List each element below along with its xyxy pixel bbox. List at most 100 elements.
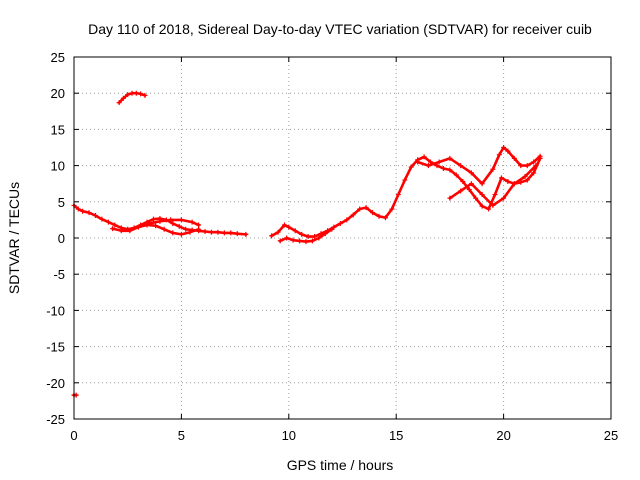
- data-point: [99, 216, 105, 222]
- data-point: [80, 208, 86, 214]
- data-point: [370, 210, 376, 216]
- data-point: [479, 203, 485, 209]
- data-point: [176, 223, 182, 229]
- x-tick-label: 5: [178, 428, 185, 443]
- data-point: [531, 159, 537, 165]
- data-point: [496, 152, 502, 158]
- data-point: [292, 228, 298, 234]
- x-tick-label: 0: [70, 428, 77, 443]
- data-point: [153, 223, 159, 229]
- data-point: [460, 179, 466, 185]
- data-point: [501, 195, 507, 201]
- series-layer: [71, 90, 543, 398]
- y-tick-label: -10: [46, 303, 65, 318]
- grid-layer: [74, 57, 611, 419]
- data-point: [415, 159, 421, 165]
- data-point: [357, 206, 363, 212]
- data-point: [196, 226, 202, 232]
- data-point: [129, 90, 135, 96]
- plot-frame: [73, 56, 612, 420]
- data-point: [138, 91, 144, 97]
- data-point: [505, 148, 511, 154]
- data-point: [228, 230, 234, 236]
- data-point: [322, 231, 328, 237]
- series-segment-c-upper: [416, 146, 542, 185]
- data-point: [447, 155, 453, 161]
- data-point: [142, 92, 148, 98]
- y-tick-label: 5: [58, 195, 65, 210]
- data-point: [286, 224, 292, 230]
- data-point: [479, 181, 485, 187]
- x-tick-label: 15: [389, 428, 403, 443]
- data-point: [421, 154, 427, 160]
- data-point: [275, 229, 281, 235]
- data-point: [453, 172, 459, 178]
- data-point: [309, 238, 315, 244]
- y-tick-label: 10: [51, 159, 65, 174]
- data-point: [479, 192, 485, 198]
- data-point: [466, 186, 472, 192]
- x-tick-label: 25: [604, 428, 618, 443]
- data-point: [135, 224, 141, 230]
- y-tick-label: -20: [46, 376, 65, 391]
- y-tick-label: -15: [46, 340, 65, 355]
- data-point: [337, 221, 343, 227]
- data-point: [110, 226, 116, 232]
- data-point: [458, 188, 464, 194]
- data-point: [524, 163, 530, 169]
- y-tick-label: 20: [51, 86, 65, 101]
- data-point: [492, 192, 498, 198]
- x-tick-label: 20: [496, 428, 510, 443]
- data-point: [120, 95, 126, 101]
- data-point: [389, 206, 395, 212]
- x-tick-label: 10: [282, 428, 296, 443]
- tick-layer: 0 5 10 15 20 25 -25 -20 -15 -10 -5 0 5 10 15 20 25: [46, 50, 618, 443]
- data-point: [363, 205, 369, 211]
- x-axis-label: GPS time / hours: [287, 457, 394, 473]
- data-point: [299, 231, 305, 237]
- data-point: [511, 155, 517, 161]
- y-tick-label: 0: [58, 231, 65, 246]
- data-point: [440, 165, 446, 171]
- data-point: [133, 90, 139, 96]
- y-tick-label: 25: [51, 50, 65, 65]
- data-point: [125, 92, 131, 98]
- data-point: [150, 216, 156, 222]
- data-point: [118, 228, 124, 234]
- data-point: [105, 219, 111, 225]
- data-point: [161, 226, 167, 232]
- data-point: [522, 173, 528, 179]
- data-point: [329, 226, 335, 232]
- data-point: [290, 237, 296, 243]
- data-point: [157, 218, 163, 224]
- data-point: [86, 210, 92, 216]
- data-point: [498, 175, 504, 181]
- data-point: [447, 167, 453, 173]
- data-point: [75, 206, 81, 212]
- data-point: [344, 217, 350, 223]
- chart-title: Day 110 of 2018, Sidereal Day-to-day VTE…: [88, 21, 592, 37]
- data-point: [116, 100, 122, 106]
- data-point: [277, 238, 283, 244]
- data-point: [178, 231, 184, 237]
- data-point: [112, 222, 118, 228]
- data-point: [202, 228, 208, 234]
- y-tick-label: 15: [51, 122, 65, 137]
- data-point: [282, 222, 288, 228]
- data-point: [395, 192, 401, 198]
- data-point: [312, 234, 318, 240]
- data-point: [376, 213, 382, 219]
- data-point: [468, 181, 474, 187]
- data-point: [146, 221, 152, 227]
- data-point: [234, 231, 240, 237]
- data-point: [189, 219, 195, 225]
- data-point: [183, 226, 189, 232]
- data-point: [511, 181, 517, 187]
- data-point: [425, 163, 431, 169]
- data-point: [170, 221, 176, 227]
- data-point: [305, 234, 311, 240]
- data-point: [127, 228, 133, 234]
- data-point: [436, 159, 442, 165]
- data-point: [269, 233, 275, 239]
- data-point: [303, 239, 309, 245]
